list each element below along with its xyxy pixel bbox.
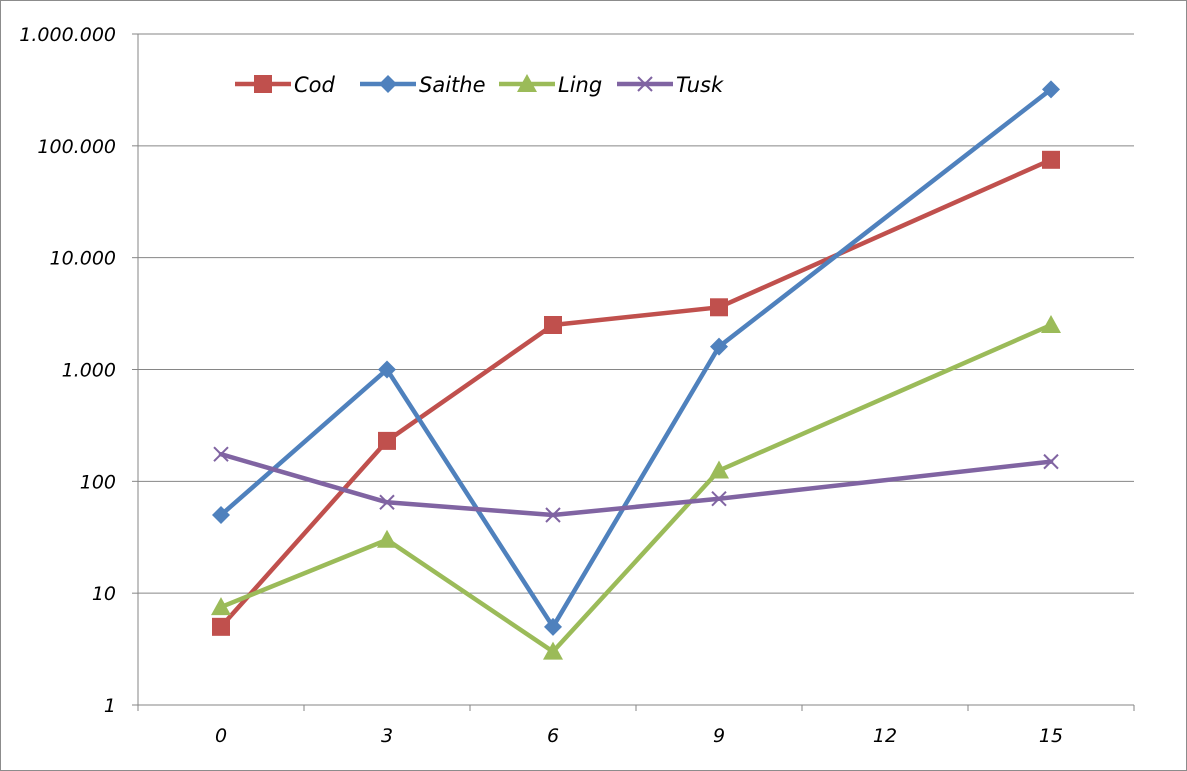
legend-marker: [254, 75, 272, 93]
data-point: [211, 597, 231, 616]
data-point: [544, 315, 562, 334]
y-tick-label: 1.000.000: [19, 24, 116, 46]
x-tick-label: 15: [1039, 725, 1063, 747]
data-point: [377, 529, 397, 548]
x-tick-label: 6: [547, 725, 559, 747]
legend-label: Ling: [558, 73, 602, 97]
marker-stroke: [711, 490, 727, 507]
series-line: [218, 87, 1054, 630]
data-point: [212, 505, 230, 524]
gridlines: [138, 33, 1134, 594]
y-tick-label: 10: [92, 583, 116, 605]
data-point: [543, 641, 563, 660]
series-saithe: [212, 80, 1060, 636]
x-tick-label: 3: [381, 725, 393, 747]
x-tick-label: 0: [215, 725, 227, 747]
axes: 1 10 100 1.000 10.000 100.000 1.000.000 0 3 6 9 12 1…: [19, 24, 1135, 747]
series-tusk: [213, 446, 1059, 523]
data-point: [710, 337, 728, 356]
data-point: [1043, 453, 1059, 470]
y-tick-label: 1.000: [62, 360, 116, 382]
marker-stroke: [1043, 453, 1059, 470]
data-point: [710, 298, 728, 317]
marker-stroke: [379, 494, 395, 510]
data-point: [711, 490, 727, 507]
data-point: [1041, 314, 1061, 333]
series-layer: [211, 80, 1061, 660]
legend-marker: [379, 75, 397, 93]
y-tick-label: 10.000: [50, 248, 116, 270]
y-tick-label: 1: [104, 695, 116, 717]
legend-item-tusk: Tusk: [617, 73, 724, 97]
data-point: [378, 360, 396, 379]
data-point: [212, 617, 230, 636]
legend-item-ling: Ling: [499, 73, 602, 97]
legend-marker: [637, 76, 653, 92]
data-point: [378, 431, 396, 450]
data-point: [1042, 80, 1060, 99]
data-point: [545, 507, 561, 523]
data-point: [379, 494, 395, 510]
legend-item-cod: Cod: [235, 73, 336, 97]
legend-item-saithe: Saithe: [360, 73, 486, 97]
marker-stroke: [213, 446, 229, 462]
legend-marker: [517, 74, 537, 92]
marker-stroke: [545, 507, 561, 523]
x-tick-label: 9: [713, 725, 725, 747]
data-point: [1042, 150, 1060, 169]
legend-label: Saithe: [419, 73, 486, 97]
series-ling: [211, 314, 1061, 660]
legend-label: Cod: [294, 73, 336, 97]
data-point: [213, 446, 229, 462]
legend: Cod Saithe Ling Tusk: [235, 73, 724, 97]
legend-label: Tusk: [676, 73, 724, 97]
marker-stroke: [637, 76, 653, 92]
x-tick-label: 12: [873, 725, 897, 747]
data-point: [709, 460, 729, 479]
y-tick-label: 100.000: [37, 136, 116, 158]
y-tick-label: 100: [80, 471, 116, 493]
data-point: [544, 617, 562, 636]
